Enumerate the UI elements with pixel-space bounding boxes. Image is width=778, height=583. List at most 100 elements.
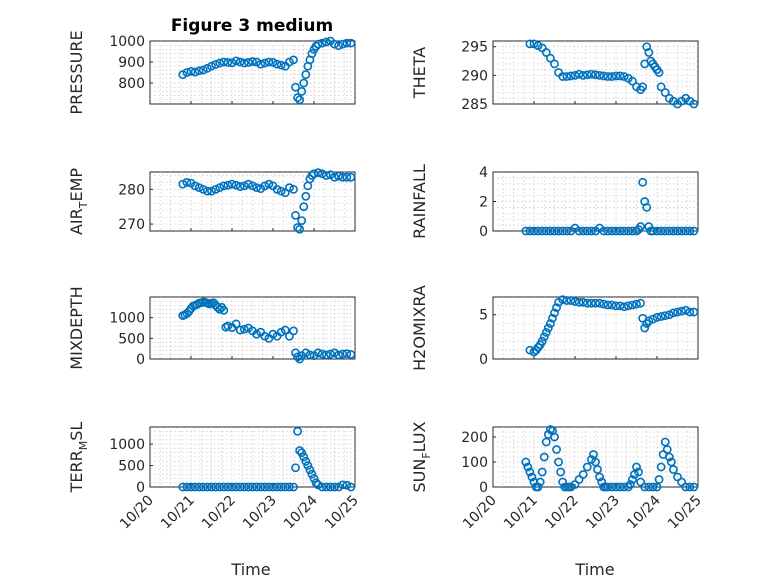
data-point — [338, 349, 348, 359]
data-point — [338, 480, 348, 490]
y-axis-label-text: TERR — [67, 450, 86, 493]
data-point — [295, 224, 305, 234]
data-point — [313, 168, 323, 178]
subplot-6: 0 5 H2OMIXRA — [410, 285, 699, 371]
data-series — [178, 297, 356, 364]
data-point — [689, 99, 699, 109]
data-point — [295, 446, 305, 455]
y-axis-label: AIRTEMP — [67, 168, 90, 235]
data-point — [556, 467, 566, 477]
data-point — [307, 49, 317, 58]
data-point — [256, 59, 266, 69]
subplot-8: 0 100 200 10/20 10/21 10/22 10/23 10/24 10/25 SUN… — [410, 421, 705, 532]
data-point — [219, 181, 229, 191]
data-point — [681, 482, 691, 492]
data-point — [260, 58, 270, 68]
data-point — [603, 482, 613, 492]
data-point — [543, 323, 553, 333]
data-point — [186, 482, 196, 492]
y-axis-label-subscript: F — [420, 452, 433, 458]
data-point — [231, 180, 241, 190]
data-point — [634, 467, 643, 477]
data-point — [582, 226, 592, 236]
data-point — [521, 457, 531, 467]
data-point — [582, 70, 592, 80]
data-point — [628, 475, 637, 484]
data-point — [194, 482, 204, 492]
data-point — [660, 311, 670, 320]
data-point — [562, 72, 572, 81]
data-point — [638, 177, 648, 187]
data-point — [546, 53, 555, 63]
data-point — [289, 55, 298, 65]
y-tick-label: 295 — [461, 40, 488, 56]
data-point — [293, 352, 302, 362]
data-point — [252, 482, 261, 492]
data-point — [607, 72, 617, 81]
data-series — [521, 425, 699, 492]
data-point — [284, 183, 294, 193]
y-axis-label-text: THETA — [410, 47, 429, 99]
data-point — [219, 57, 229, 67]
data-point — [615, 482, 625, 492]
data-point — [317, 169, 327, 179]
data-series — [525, 295, 699, 357]
x-axis-label-right: Time — [574, 560, 614, 579]
data-point — [186, 67, 196, 76]
data-point — [523, 462, 533, 472]
data-point — [541, 437, 551, 447]
data-point — [346, 172, 356, 182]
data-point — [268, 58, 278, 67]
data-point — [587, 226, 596, 236]
data-point — [330, 482, 339, 492]
data-point — [550, 59, 559, 69]
data-point — [235, 325, 245, 335]
data-point — [603, 226, 613, 236]
data-point — [243, 58, 253, 67]
data-point — [640, 482, 650, 492]
data-point — [264, 179, 274, 189]
data-point — [272, 184, 282, 194]
data-point — [574, 69, 584, 79]
data-point — [223, 482, 233, 492]
x-tick-label: 10/20 — [117, 493, 157, 533]
data-point — [342, 38, 352, 48]
data-point — [669, 226, 678, 236]
data-point — [611, 482, 621, 492]
data-point — [215, 304, 225, 314]
data-point — [202, 482, 212, 492]
figure-title: Figure 3 medium — [171, 16, 333, 36]
data-point — [301, 191, 311, 201]
data-point — [280, 188, 290, 198]
data-point — [603, 72, 613, 81]
data-point — [570, 70, 580, 80]
data-point — [313, 348, 323, 358]
data-point — [619, 72, 629, 81]
data-point — [685, 226, 695, 236]
data-point — [638, 82, 648, 92]
y-axis-label: PRESSURE — [67, 30, 86, 114]
data-point — [541, 48, 551, 57]
data-point — [248, 181, 257, 191]
data-point — [338, 172, 348, 182]
data-point — [194, 66, 204, 76]
data-point — [215, 58, 225, 68]
data-point — [299, 452, 309, 462]
data-point — [546, 226, 555, 236]
data-point — [202, 186, 212, 196]
data-point — [539, 452, 549, 462]
data-point — [656, 312, 666, 321]
y-axis-label: TERRMSL — [67, 422, 90, 494]
y-tick-label: 1000 — [109, 34, 145, 50]
data-point — [325, 349, 335, 359]
data-point — [660, 226, 670, 236]
data-point — [338, 39, 348, 49]
data-point — [289, 482, 298, 492]
data-point — [595, 70, 604, 80]
grid-lines — [150, 172, 355, 231]
data-point — [652, 482, 662, 492]
data-point — [566, 71, 576, 81]
data-point — [595, 298, 604, 308]
data-point — [681, 305, 691, 315]
data-point — [313, 39, 323, 49]
